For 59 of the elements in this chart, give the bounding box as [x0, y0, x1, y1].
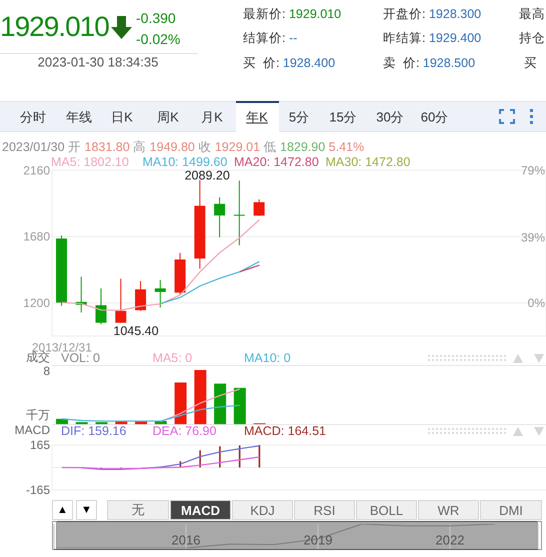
text: 卖 价: 1928.500: [383, 55, 476, 70]
x-tick-label: 2016: [172, 532, 200, 548]
text: 周K: [157, 110, 179, 125]
text: MA10: 1499.60: [142, 154, 228, 169]
button: ▼: [76, 500, 97, 520]
text: 年K: [246, 110, 268, 125]
text: 昨结算: 1929.400: [383, 30, 482, 44]
text: VOL: 0: [61, 350, 100, 364]
text: MA5: 1802.10: [51, 154, 129, 169]
text: 最新价: 1929.010: [243, 6, 342, 21]
x-tick-label: 2022: [436, 532, 464, 548]
button: MACD: [170, 500, 231, 520]
text: 千万: [26, 408, 50, 422]
series-label: MACD: 164.51: [244, 423, 326, 438]
text: 分时: [20, 110, 46, 125]
button: ▲: [52, 500, 73, 520]
annotation: 1045.40: [113, 324, 159, 338]
text: MA10: 0: [244, 350, 291, 364]
annotation: 2089.20: [184, 168, 230, 183]
text: 月K: [201, 110, 223, 125]
y2-tick-label: 79%: [520, 163, 546, 178]
text: 30分: [376, 110, 404, 125]
text: 1929.010: [0, 10, 109, 42]
text: 年线: [66, 110, 92, 125]
text: 结算价: --: [243, 30, 298, 44]
text: 8: [43, 364, 50, 378]
text: 买 价: 1928.400: [243, 55, 336, 70]
button: KDJ: [232, 500, 293, 520]
button: DMI: [480, 500, 542, 520]
y-tick-label: -165: [26, 483, 50, 497]
text: 买: [524, 55, 537, 70]
legend-label: MA30: 1472.80: [326, 154, 410, 169]
text: MA5: 0: [152, 350, 192, 364]
x-tick-label: 2019: [304, 532, 332, 548]
button: WR: [418, 500, 479, 520]
text: 60分: [420, 110, 448, 125]
y-tick-label: 165: [30, 438, 50, 452]
text: 2023/01/30 开 1831.80 高 1949.80 收 1929.01 低 1829.90 5.41%: [2, 139, 364, 154]
y-tick-label: 2160: [23, 163, 50, 178]
text: 2023-01-30 18:34:35: [38, 54, 158, 70]
text: -0.02%: [136, 30, 180, 47]
button: RSI: [294, 500, 355, 520]
text: 开盘价: 1928.300: [383, 6, 482, 21]
text: DEA: 76.90: [152, 423, 216, 438]
button: 无: [107, 500, 169, 520]
y-tick-label: 1200: [23, 296, 50, 310]
chart-title: MACD: [14, 422, 50, 437]
text: -0.390: [136, 10, 176, 26]
text: 15分: [329, 110, 357, 125]
text: DIF: 159.16: [61, 423, 126, 438]
text: 日K: [111, 110, 133, 125]
text: 5分: [288, 110, 310, 125]
button: BOLL: [356, 500, 417, 520]
y2-tick-label: 39%: [520, 230, 546, 244]
text: 持仓: [519, 30, 545, 44]
text: 最高: [519, 6, 545, 21]
y-tick-label: 1680: [23, 230, 50, 244]
text: MA20: 1472.80: [234, 154, 319, 169]
y2-tick-label: 0%: [528, 296, 546, 310]
